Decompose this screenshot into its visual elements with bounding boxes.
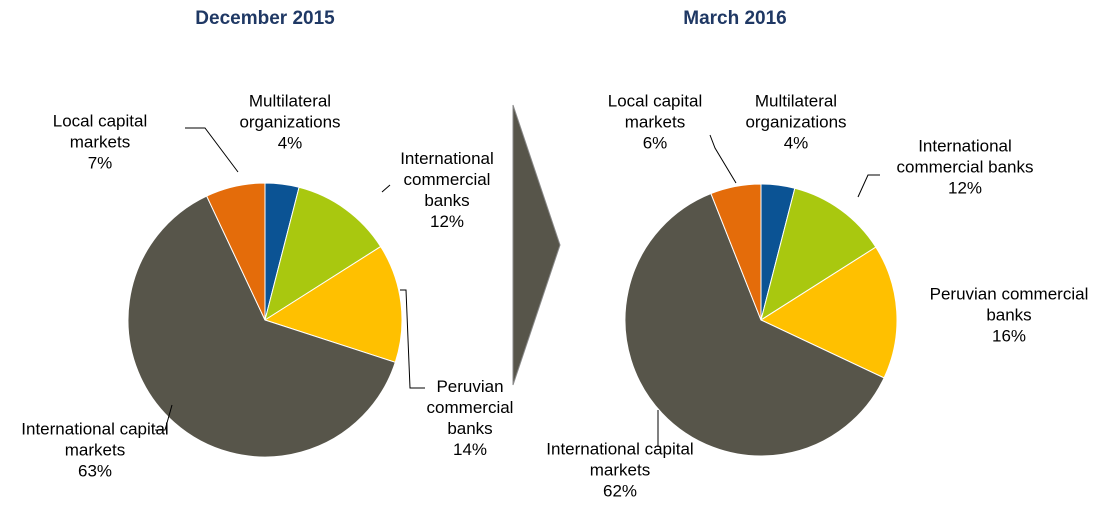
slice-label: International commercial banks 12% (875, 136, 1055, 199)
slice-label: Local capital markets 6% (605, 91, 705, 154)
pie-slice (624, 192, 885, 457)
slice-label-name: Multilateral organizations (239, 91, 341, 132)
pie-slice (206, 182, 266, 321)
slice-label-value: 7% (87, 153, 113, 173)
slice-label-value: 62% (602, 481, 638, 501)
slice-label-value: 12% (947, 178, 983, 198)
pie-slice (710, 183, 762, 321)
chart-title: March 2016 (683, 8, 787, 29)
slice-label-name: Peruvian commercial banks (929, 284, 1089, 325)
slice-label-value: 6% (642, 133, 668, 153)
slice-label: Multilateral organizations 4% (220, 91, 360, 154)
slice-label: Multilateral organizations 4% (726, 91, 866, 154)
slice-label-value: 16% (991, 326, 1027, 346)
slice-label: International capital markets 63% (15, 419, 175, 482)
slice-label-value: 14% (452, 440, 488, 459)
pie-slice (264, 186, 382, 322)
leader-line (185, 127, 239, 173)
leader-line (857, 174, 880, 198)
slice-label-value: 12% (429, 212, 465, 231)
slice-label-value: 4% (277, 133, 303, 153)
leader-line (400, 289, 425, 389)
slice-label: International commercial banks 12% (387, 148, 507, 232)
pie-slice (760, 187, 877, 322)
leader-line (709, 134, 737, 184)
slice-label-name: Multilateral organizations (745, 91, 847, 132)
leader-line (381, 184, 391, 193)
slice-label-name: Peruvian commercial banks (426, 377, 514, 438)
leader-line (155, 404, 173, 431)
slice-label-name: Local capital markets (607, 91, 703, 132)
pie-slice (127, 195, 396, 458)
chart-title: December 2015 (195, 8, 335, 29)
slice-label: International capital markets 62% (540, 439, 700, 502)
slice-label-value: 63% (77, 461, 113, 481)
slice-label-name: Local capital markets (52, 111, 148, 152)
slice-label-value: 4% (783, 133, 809, 153)
pie-slice (263, 245, 403, 363)
slice-label-name: International commercial banks (400, 149, 494, 210)
arrow (512, 104, 561, 386)
slice-label-name: International capital markets (546, 439, 694, 480)
slice-label: Local capital markets 7% (35, 111, 165, 174)
slice-label: Peruvian commercial banks 14% (420, 376, 520, 460)
slice-label-name: International capital markets (21, 419, 169, 460)
slice-label: Peruvian commercial banks 16% (919, 284, 1097, 347)
pie-slice (759, 246, 898, 379)
slice-label-name: International commercial banks (896, 136, 1034, 177)
